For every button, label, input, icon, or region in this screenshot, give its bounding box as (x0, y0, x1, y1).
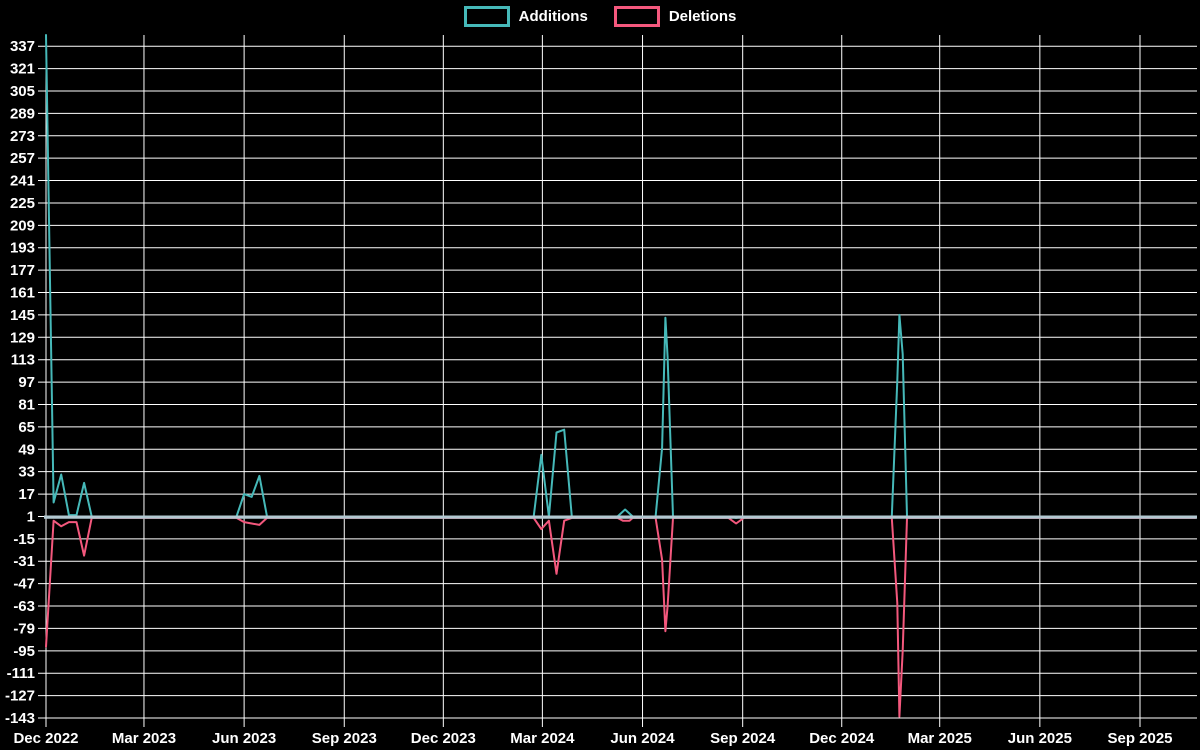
y-tick-label: 17 (18, 486, 35, 503)
y-tick-label: 321 (10, 61, 35, 78)
y-tick-label: 33 (18, 464, 35, 481)
y-tick-label: -143 (5, 710, 35, 727)
x-tick-label: Sep 2025 (1107, 730, 1172, 747)
y-tick-label: -63 (13, 598, 35, 615)
y-tick-label: 257 (10, 150, 35, 167)
y-tick-label: 305 (10, 83, 35, 100)
y-tick-label: -95 (13, 643, 35, 660)
x-tick-label: Jun 2023 (212, 730, 276, 747)
y-tick-label: 129 (10, 329, 35, 346)
deletions-legend-label: Deletions (669, 9, 737, 24)
y-tick-label: 1 (27, 508, 35, 525)
y-tick-label: -79 (13, 620, 35, 637)
y-tick-label: 177 (10, 262, 35, 279)
legend-item-deletions[interactable]: Deletions (614, 6, 737, 27)
deletions-line (46, 518, 1196, 717)
y-tick-label: 97 (18, 374, 35, 391)
y-tick-label: -15 (13, 531, 35, 548)
x-tick-label: Mar 2024 (510, 730, 575, 747)
y-tick-label: 81 (18, 396, 35, 413)
y-tick-label: 241 (10, 173, 35, 190)
commit-frequency-chart: Dec 2022 Mar 2023 Jun 2023 Sep 2023 Dec 2023… (0, 0, 1200, 750)
chart-canvas: Dec 2022 Mar 2023 Jun 2023 Sep 2023 Dec 2023… (0, 0, 1200, 750)
x-tick-label: Dec 2022 (13, 730, 78, 747)
y-tick-label: -111 (7, 665, 35, 682)
y-tick-label: 49 (18, 441, 35, 458)
y-tick-label: 289 (10, 105, 35, 122)
deletions-swatch (614, 6, 660, 27)
additions-swatch (464, 6, 510, 27)
x-tick-label: Jun 2025 (1008, 730, 1072, 747)
y-tick-label: 161 (10, 285, 35, 302)
y-tick-label: -47 (13, 576, 35, 593)
y-tick-label: 113 (11, 352, 35, 369)
chart-legend: Additions Deletions (0, 6, 1200, 27)
x-tick-label: Mar 2025 (908, 730, 972, 747)
y-tick-label: 225 (10, 195, 35, 212)
x-tick-label: Jun 2024 (610, 730, 675, 747)
y-tick-label: 209 (10, 217, 35, 234)
y-tick-label: 145 (10, 307, 35, 324)
legend-item-additions[interactable]: Additions (464, 6, 588, 27)
x-tick-label: Dec 2023 (411, 730, 476, 747)
additions-line (46, 35, 1196, 518)
x-tick-label: Sep 2023 (312, 730, 377, 747)
y-tick-label: 337 (10, 38, 35, 55)
y-tick-label: -127 (5, 688, 35, 705)
y-tick-label: 193 (10, 240, 35, 257)
y-tick-label: -31 (13, 553, 35, 570)
y-tick-label: 273 (10, 128, 35, 145)
x-tick-label: Dec 2024 (809, 730, 875, 747)
x-tick-label: Sep 2024 (710, 730, 776, 747)
y-tick-label: 65 (18, 419, 35, 436)
additions-legend-label: Additions (519, 9, 588, 24)
x-tick-label: Mar 2023 (112, 730, 176, 747)
